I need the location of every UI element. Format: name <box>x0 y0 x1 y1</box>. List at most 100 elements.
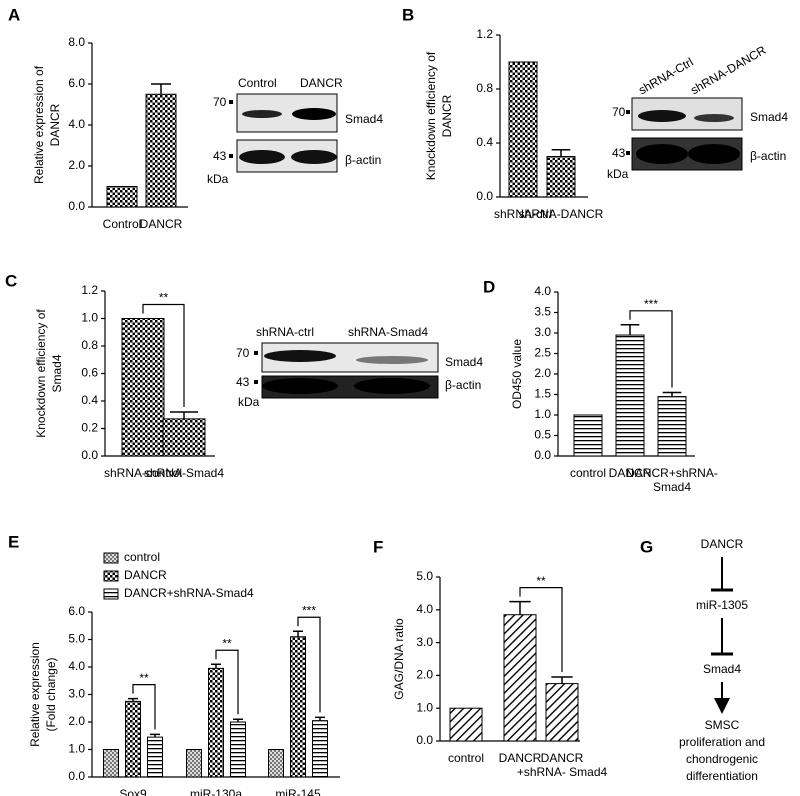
significance-label: ** <box>139 671 149 685</box>
bar <box>657 396 687 457</box>
diagram-node: DANCR <box>701 537 744 551</box>
legend-label: control <box>124 550 160 564</box>
x-tick-label: DANCR+shRNA- <box>626 466 718 480</box>
bar <box>145 93 177 208</box>
bar <box>162 418 206 457</box>
y-tick-label: 2.5 <box>534 346 551 360</box>
y-tick-label: 3.0 <box>416 635 433 649</box>
y-tick-label: 3.0 <box>534 325 551 339</box>
y-tick-label: 0.0 <box>68 199 85 213</box>
y-tick-label: 0.4 <box>476 135 493 149</box>
marker-tick <box>626 151 630 155</box>
protein-label: Smad4 <box>445 355 483 369</box>
lane-label: shRNA-Ctrl <box>636 55 696 97</box>
bar <box>106 186 138 208</box>
x-tick-label: shRNA-ctrl <box>494 207 552 221</box>
diagram-node: Smad4 <box>703 662 741 676</box>
y-axis-label: DANCR <box>48 103 62 146</box>
y-axis-label: Knockdown efficiency of <box>34 309 48 438</box>
blot-band <box>264 350 336 362</box>
x-tick-label: DANCR <box>140 217 183 231</box>
marker-tick <box>229 100 233 104</box>
bar <box>545 683 579 742</box>
y-axis-label: DANCR <box>440 94 454 137</box>
unit-label: kDa <box>207 172 229 186</box>
y-tick-label: 1.0 <box>68 742 85 756</box>
protein-label: Smad4 <box>750 110 788 124</box>
marker-label: 43 <box>213 149 227 163</box>
diagram-node: chondrogenic <box>686 752 758 766</box>
bar <box>312 720 328 778</box>
y-tick-label: 5.0 <box>416 569 433 583</box>
y-tick-label: 0.4 <box>81 393 98 407</box>
bar <box>503 614 537 742</box>
panel-label: D <box>483 277 495 296</box>
y-axis-label: Smad4 <box>50 354 64 392</box>
blot-band <box>636 144 688 164</box>
legend-swatch <box>103 588 119 600</box>
legend-label: DANCR <box>124 568 167 582</box>
y-tick-label: 2.0 <box>416 668 433 682</box>
x-tick-label: Sox9 <box>119 787 147 796</box>
diagram-node: differentiation <box>686 769 758 783</box>
diagram-node: SMSC <box>705 718 740 732</box>
diagram-node: miR-1305 <box>696 598 748 612</box>
y-tick-label: 8.0 <box>68 35 85 49</box>
x-tick-label: DANCR <box>499 751 542 765</box>
lane-label: shRNA-Smad4 <box>348 325 428 339</box>
blot-band <box>291 150 337 164</box>
protein-label: β-actin <box>345 153 381 167</box>
y-tick-label: 0.2 <box>81 421 98 435</box>
error-bar <box>150 733 160 738</box>
protein-label: β-actin <box>750 149 786 163</box>
y-tick-label: 3.5 <box>534 305 551 319</box>
significance-label: *** <box>302 603 316 617</box>
bar <box>103 749 119 778</box>
panel-label: C <box>5 271 17 290</box>
blot-band <box>688 144 740 164</box>
marker-label: 43 <box>612 146 626 160</box>
lane-label: DANCR <box>300 76 343 90</box>
panel-label: G <box>640 537 653 556</box>
y-tick-label: 1.0 <box>416 700 433 714</box>
blot-band <box>638 110 686 122</box>
x-tick-label: DANCR <box>541 751 584 765</box>
bar <box>290 636 306 778</box>
marker-tick <box>229 154 233 158</box>
error-bar <box>293 630 303 637</box>
legend-swatch <box>103 570 119 582</box>
error-bar <box>662 391 682 397</box>
error-bar <box>128 697 138 702</box>
y-tick-label: 1.2 <box>81 283 98 297</box>
x-tick-label: miR-145 <box>275 787 321 796</box>
x-tick-label: miR-130a <box>190 787 242 796</box>
y-axis-label: OD450 value <box>510 339 524 409</box>
protein-label: β-actin <box>445 378 481 392</box>
significance-bracket <box>142 303 185 407</box>
y-tick-label: 1.0 <box>81 311 98 325</box>
y-tick-label: 0.0 <box>416 733 433 747</box>
western-blot: shRNA-ctrl shRNA-Smad4 70 43 kDa Smad4 β… <box>236 325 483 409</box>
bar <box>147 736 163 778</box>
marker-tick <box>626 110 630 114</box>
y-tick-label: 2.0 <box>534 366 551 380</box>
bar <box>230 721 246 778</box>
y-tick-label: 1.5 <box>534 387 551 401</box>
y-axis-label: GAG/DNA ratio <box>392 618 406 700</box>
y-tick-label: 6.0 <box>68 604 85 618</box>
blot-band <box>239 150 285 164</box>
western-blot: shRNA-Ctrl shRNA-DANCR 70 43 kDa Smad4 β… <box>607 43 788 181</box>
significance-bracket <box>519 587 563 673</box>
significance-bracket <box>215 649 239 715</box>
y-tick-label: 0.8 <box>476 81 493 95</box>
y-tick-label: 0.0 <box>476 189 493 203</box>
protein-label: Smad4 <box>345 112 383 126</box>
bar <box>268 749 284 778</box>
marker-tick <box>254 351 258 355</box>
panel-label: A <box>8 5 20 24</box>
error-bar <box>211 663 221 669</box>
y-tick-label: 0.0 <box>81 448 98 462</box>
x-tick-label: control <box>448 751 484 765</box>
lane-label: shRNA-DANCR <box>688 43 769 98</box>
y-tick-label: 0.0 <box>68 769 85 783</box>
